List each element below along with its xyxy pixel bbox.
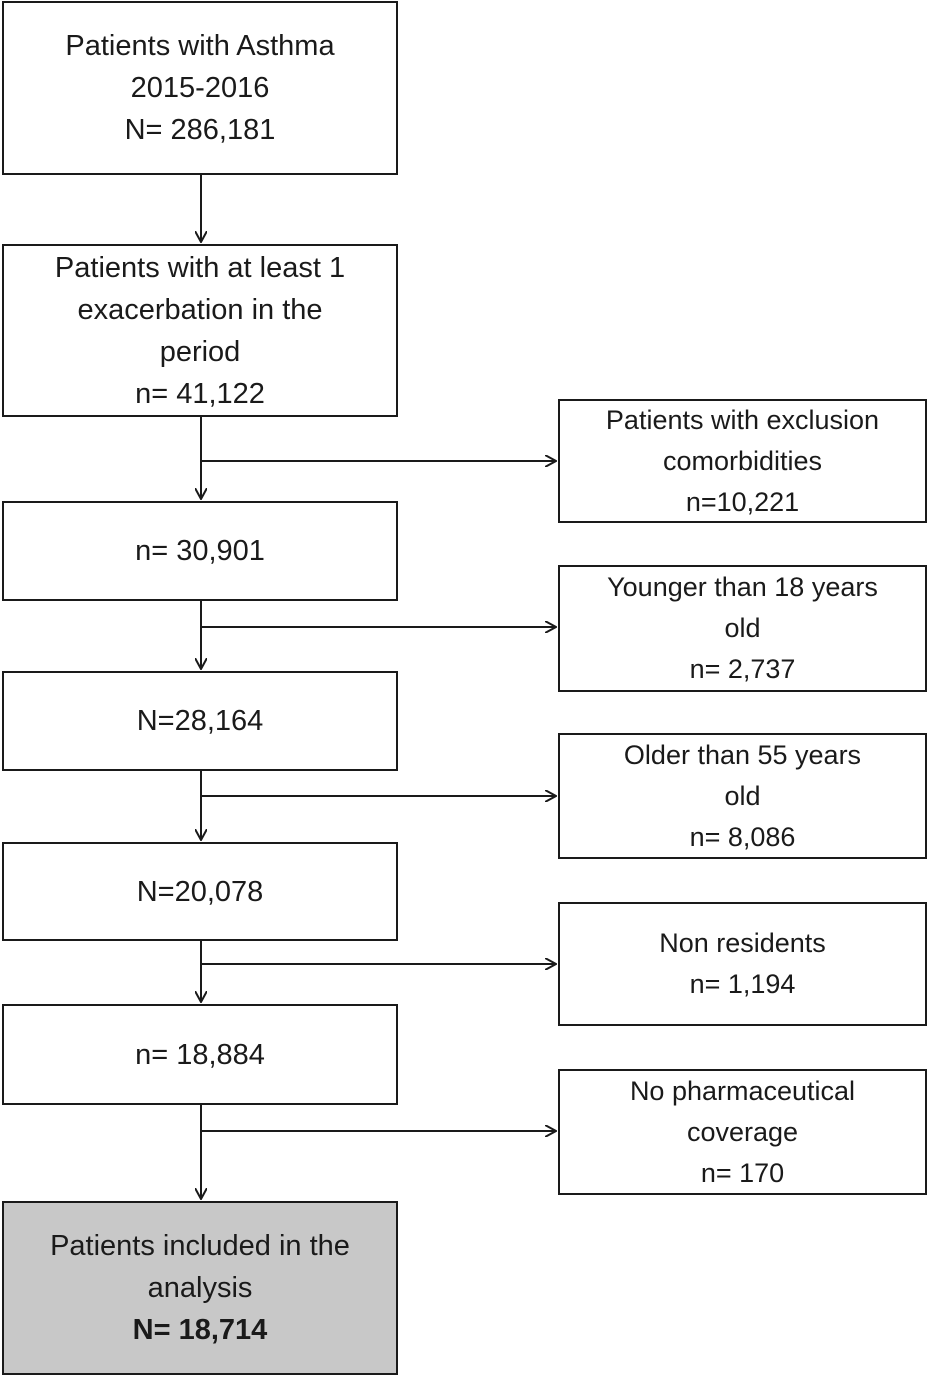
box-line: old [724, 613, 761, 643]
box-line: Older than 55 years [623, 739, 862, 770]
box-line: n= 41,122 [135, 377, 265, 410]
box-line: Patients included in the [50, 1230, 350, 1262]
box-after-age-min: N=28,164 [2, 671, 398, 771]
box-line: n= 8,086 [689, 821, 796, 852]
box-line: Patients with exclusion [605, 404, 880, 435]
box-line: exacerbation in the [77, 293, 323, 326]
box-exclusion-no-coverage: No pharmaceutical coverage n= 170 [558, 1069, 927, 1195]
box-line: n= 18,884 [135, 1038, 265, 1071]
box-line: N=28,164 [136, 705, 264, 737]
box-line: Younger than 18 years [607, 572, 878, 602]
box-line: old [724, 780, 761, 811]
box-line: comorbidities [662, 445, 823, 476]
box-included-patients: Patients included in the analysis N= 18,… [2, 1201, 398, 1375]
box-line: No pharmaceutical [629, 1075, 856, 1106]
box-line: Non residents [659, 928, 826, 958]
box-exacerbation-patients: Patients with at least 1 exacerbation in… [2, 244, 398, 417]
box-after-age-max: N=20,078 [2, 842, 398, 941]
box-all-asthma-patients: Patients with Asthma 2015-2016 N= 286,18… [2, 1, 398, 175]
box-exclusion-non-residents: Non residents n= 1,194 [558, 902, 927, 1026]
box-line: n= 2,737 [689, 654, 796, 684]
box-line-total: N= 18,714 [132, 1314, 268, 1346]
box-line: n=10,221 [685, 486, 800, 517]
box-line: period [159, 335, 241, 368]
box-exclusion-younger-18: Younger than 18 years old n= 2,737 [558, 565, 927, 692]
box-after-residency: n= 18,884 [2, 1004, 398, 1105]
box-line: N=20,078 [136, 875, 264, 908]
box-after-comorbidities: n= 30,901 [2, 501, 398, 601]
box-line: coverage [686, 1116, 799, 1147]
box-line: n= 30,901 [135, 535, 265, 567]
box-line: n= 170 [700, 1157, 785, 1188]
box-line: N= 286,181 [124, 114, 276, 146]
box-exclusion-comorbidities: Patients with exclusion comorbidities n=… [558, 399, 927, 523]
box-line: Patients with Asthma [65, 30, 335, 62]
box-line: 2015-2016 [130, 72, 270, 104]
box-line: n= 1,194 [689, 969, 796, 999]
box-exclusion-older-55: Older than 55 years old n= 8,086 [558, 733, 927, 859]
box-line: Patients with at least 1 [54, 251, 346, 284]
box-line: analysis [147, 1272, 253, 1304]
